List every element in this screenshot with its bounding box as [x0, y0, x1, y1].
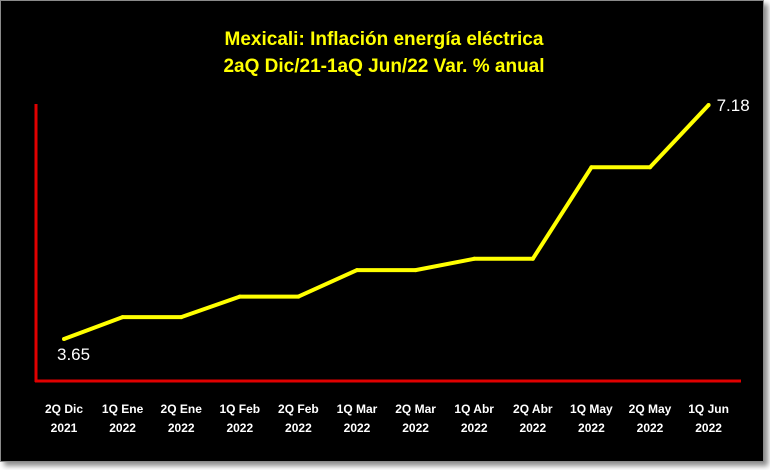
x-tick-label: 2Q Ene 2022	[161, 402, 203, 435]
x-tick-label: 2Q Feb 2022	[278, 402, 319, 435]
x-tick-label: 1Q Mar 2022	[337, 402, 378, 435]
data-labels: 3.65 7.18	[57, 96, 750, 364]
data-point	[237, 294, 242, 299]
series-line	[63, 103, 711, 341]
x-tick-label: 1Q Ene 2022	[102, 402, 144, 435]
chart-title-line-1: Mexicali: Inflación energía eléctrica	[225, 29, 544, 50]
data-point	[355, 268, 359, 273]
data-label: 7.18	[717, 96, 750, 115]
chart-title-line-2: 2aQ Dic/21-1aQ Jun/22 Var. % anual	[223, 56, 544, 77]
x-tick-label: 1Q Abr 2022	[454, 402, 494, 435]
chart-frame: Mexicali: Inflación energía eléctrica 2a…	[0, 0, 764, 462]
x-tick-label: 2Q Dic 2021	[45, 402, 83, 435]
data-point	[179, 315, 184, 320]
data-point	[413, 268, 418, 273]
data-point	[589, 165, 594, 170]
x-tick-labels: 2Q Dic 2021 1Q Ene 2022 2Q Ene 2022 1Q Feb 2022…	[45, 402, 729, 435]
data-point	[706, 103, 711, 107]
data-point	[62, 337, 66, 341]
x-tick-label: 2Q Abr 2022	[513, 402, 553, 435]
x-tick-label: 1Q May 2022	[570, 402, 613, 435]
data-label: 3.65	[57, 345, 90, 364]
data-point	[472, 256, 477, 261]
data-point	[648, 165, 652, 170]
data-point	[120, 315, 125, 320]
data-point	[530, 256, 535, 261]
x-tick-label: 1Q Jun 2022	[688, 402, 729, 435]
series-group	[62, 103, 711, 341]
x-tick-label: 2Q Mar 2022	[395, 402, 436, 435]
x-tick-label: 2Q May 2022	[629, 402, 672, 435]
x-tick-label: 1Q Feb 2022	[219, 402, 260, 435]
line-chart: Mexicali: Inflación energía eléctrica 2a…	[34, 29, 750, 435]
data-point	[296, 294, 301, 299]
